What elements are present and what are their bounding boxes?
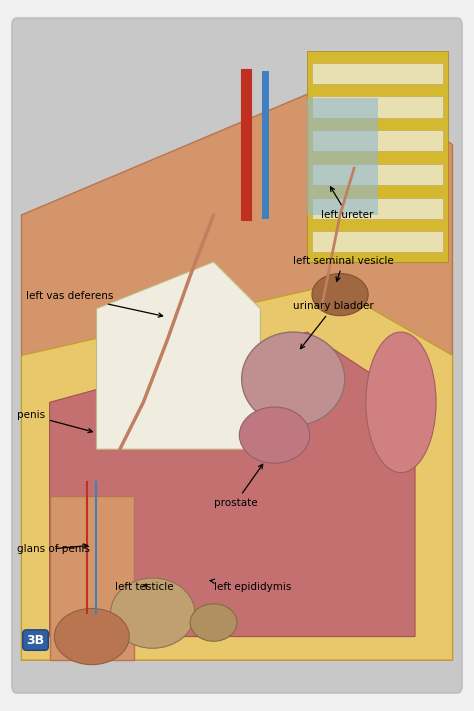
Polygon shape	[50, 332, 415, 636]
Text: penis: penis	[17, 410, 92, 433]
Polygon shape	[312, 130, 443, 151]
Text: left seminal vesicle: left seminal vesicle	[293, 256, 394, 282]
Polygon shape	[21, 285, 453, 660]
Text: left epididymis: left epididymis	[210, 579, 291, 592]
Polygon shape	[312, 97, 443, 117]
Text: left vas deferens: left vas deferens	[26, 291, 163, 317]
Polygon shape	[312, 198, 443, 219]
Text: urinary bladder: urinary bladder	[293, 301, 374, 348]
Ellipse shape	[366, 332, 436, 473]
Text: glans of penis: glans of penis	[17, 544, 90, 554]
Polygon shape	[307, 51, 448, 262]
FancyBboxPatch shape	[12, 18, 462, 693]
Text: left ureter: left ureter	[321, 187, 374, 220]
Polygon shape	[312, 164, 443, 185]
Text: prostate: prostate	[214, 464, 263, 508]
Polygon shape	[50, 496, 134, 660]
Ellipse shape	[110, 578, 195, 648]
Text: 3B: 3B	[27, 634, 45, 646]
Ellipse shape	[312, 274, 368, 316]
Ellipse shape	[242, 332, 345, 426]
Polygon shape	[21, 75, 453, 660]
Polygon shape	[17, 42, 457, 669]
Text: left testicle: left testicle	[115, 582, 174, 592]
Polygon shape	[312, 231, 443, 252]
Polygon shape	[97, 262, 260, 449]
Polygon shape	[312, 63, 443, 84]
Polygon shape	[307, 98, 377, 215]
Ellipse shape	[190, 604, 237, 641]
Ellipse shape	[55, 609, 129, 665]
Ellipse shape	[239, 407, 310, 464]
